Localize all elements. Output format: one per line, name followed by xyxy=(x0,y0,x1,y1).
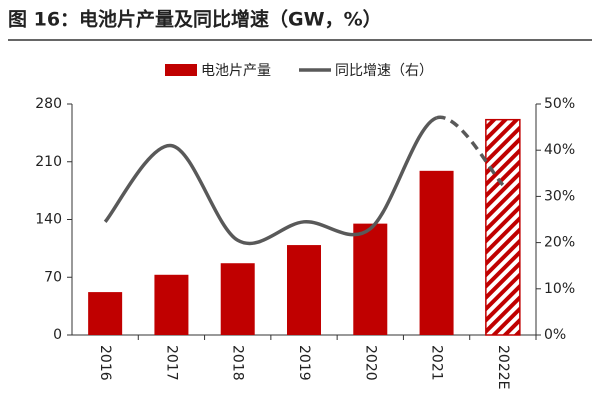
line xyxy=(103,116,438,246)
x-tick-label: 2019 xyxy=(296,345,312,381)
line xyxy=(436,115,505,187)
chart-title: 图 16：电池片产量及同比增速（GW，%） xyxy=(8,8,382,31)
x-tick-label: 2020 xyxy=(362,345,378,381)
bar xyxy=(220,263,255,335)
y2-tick-label: 50% xyxy=(544,96,575,112)
legend-swatch xyxy=(165,64,197,76)
bar xyxy=(287,245,321,335)
x-tick-label: 2016 xyxy=(97,345,113,381)
y-tick-label: 210 xyxy=(35,154,62,170)
y-tick-label: 280 xyxy=(35,96,62,112)
y2-tick-label: 20% xyxy=(544,235,575,251)
bar xyxy=(154,274,189,335)
y-tick-label: 70 xyxy=(44,269,62,285)
y2-tick-label: 40% xyxy=(544,142,575,158)
legend-label: 同比增速（右） xyxy=(335,63,433,79)
y2-tick-label: 0% xyxy=(544,327,566,343)
bar xyxy=(419,170,454,335)
bar xyxy=(485,118,521,336)
y-tick-label: 0 xyxy=(53,327,62,343)
bar xyxy=(88,292,123,335)
y2-tick-label: 30% xyxy=(544,188,575,204)
legend-label: 电池片产量 xyxy=(201,63,271,79)
x-tick-label: 2022E xyxy=(495,345,511,389)
x-tick-label: 2021 xyxy=(429,345,445,381)
bar xyxy=(353,223,388,335)
x-tick-label: 2018 xyxy=(230,345,246,381)
y2-tick-label: 10% xyxy=(544,281,575,297)
y-tick-label: 140 xyxy=(35,212,62,228)
x-tick-label: 2017 xyxy=(163,345,179,381)
